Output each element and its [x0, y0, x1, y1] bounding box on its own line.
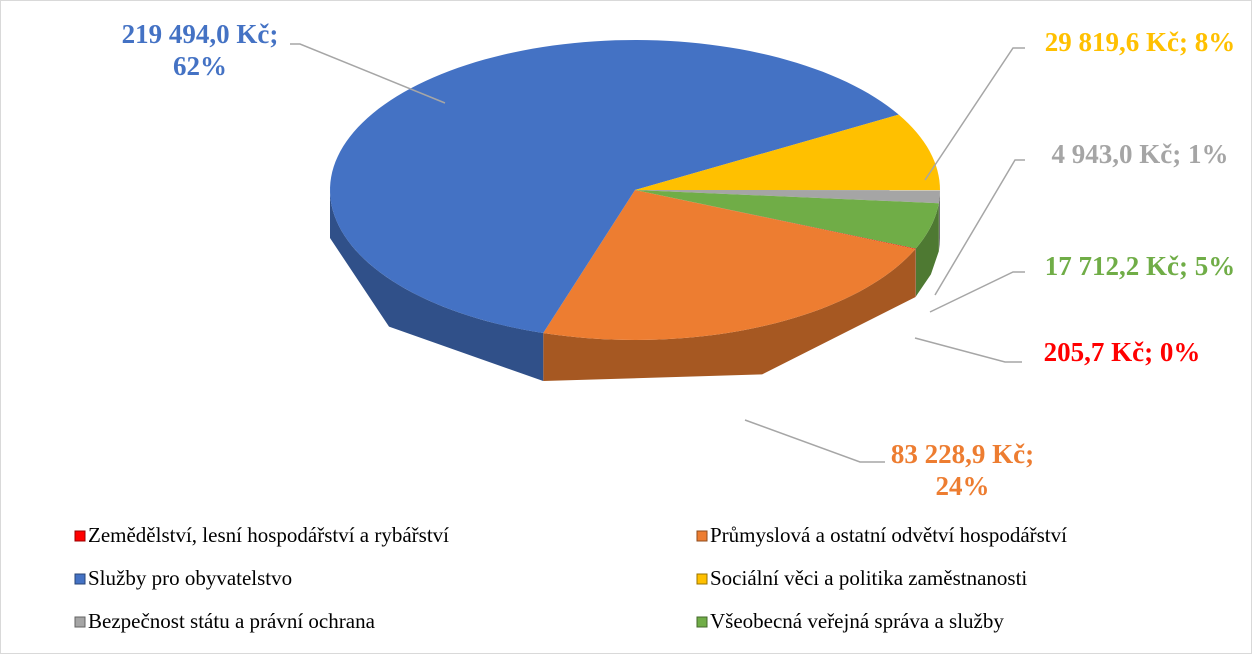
- data-label: 4 943,0 Kč; 1%: [1051, 139, 1229, 169]
- legend-marker: [74, 530, 86, 542]
- slice: [635, 190, 940, 204]
- data-label: 83 228,9 Kč; 24%: [890, 439, 1035, 501]
- leader-line: [929, 271, 1025, 313]
- data-label: 219 494,0 Kč; 62%: [121, 19, 279, 81]
- slice-side: [330, 190, 544, 382]
- data-label: 29 819,6 Kč; 8%: [1044, 27, 1236, 57]
- legend-label: Všeobecná veřejná správa a služby: [710, 609, 1004, 633]
- slice: [635, 190, 939, 249]
- slice-side: [915, 203, 939, 297]
- leader-line: [290, 43, 446, 104]
- legend-label: Sociální věci a politika zaměstnanosti: [710, 566, 1028, 590]
- slice-side: [543, 249, 916, 382]
- legend-marker: [696, 573, 708, 585]
- slice: [635, 114, 940, 191]
- legend-marker: [74, 573, 86, 585]
- slice: [543, 190, 916, 340]
- legend-label: Průmyslová a ostatní odvětví hospodářstv…: [710, 523, 1067, 547]
- slice: [635, 190, 916, 250]
- data-label: 205,7 Kč; 0%: [1043, 337, 1201, 367]
- data-label: 17 712,2 Kč; 5%: [1044, 251, 1236, 281]
- slice: [330, 40, 899, 334]
- legend-marker: [696, 616, 708, 628]
- leader-line: [914, 337, 1022, 363]
- leader-line: [744, 419, 885, 463]
- legend-label: Služby pro obyvatelstvo: [88, 566, 293, 590]
- leader-line: [934, 159, 1025, 296]
- legend-label: Zemědělství, lesní hospodářství a rybářs…: [88, 523, 450, 547]
- legend-marker: [696, 530, 708, 542]
- legend-label: Bezpečnost státu a právní ochrana: [88, 609, 375, 633]
- leader-line: [924, 47, 1025, 181]
- slice-side: [938, 190, 940, 252]
- legend-marker: [74, 616, 86, 628]
